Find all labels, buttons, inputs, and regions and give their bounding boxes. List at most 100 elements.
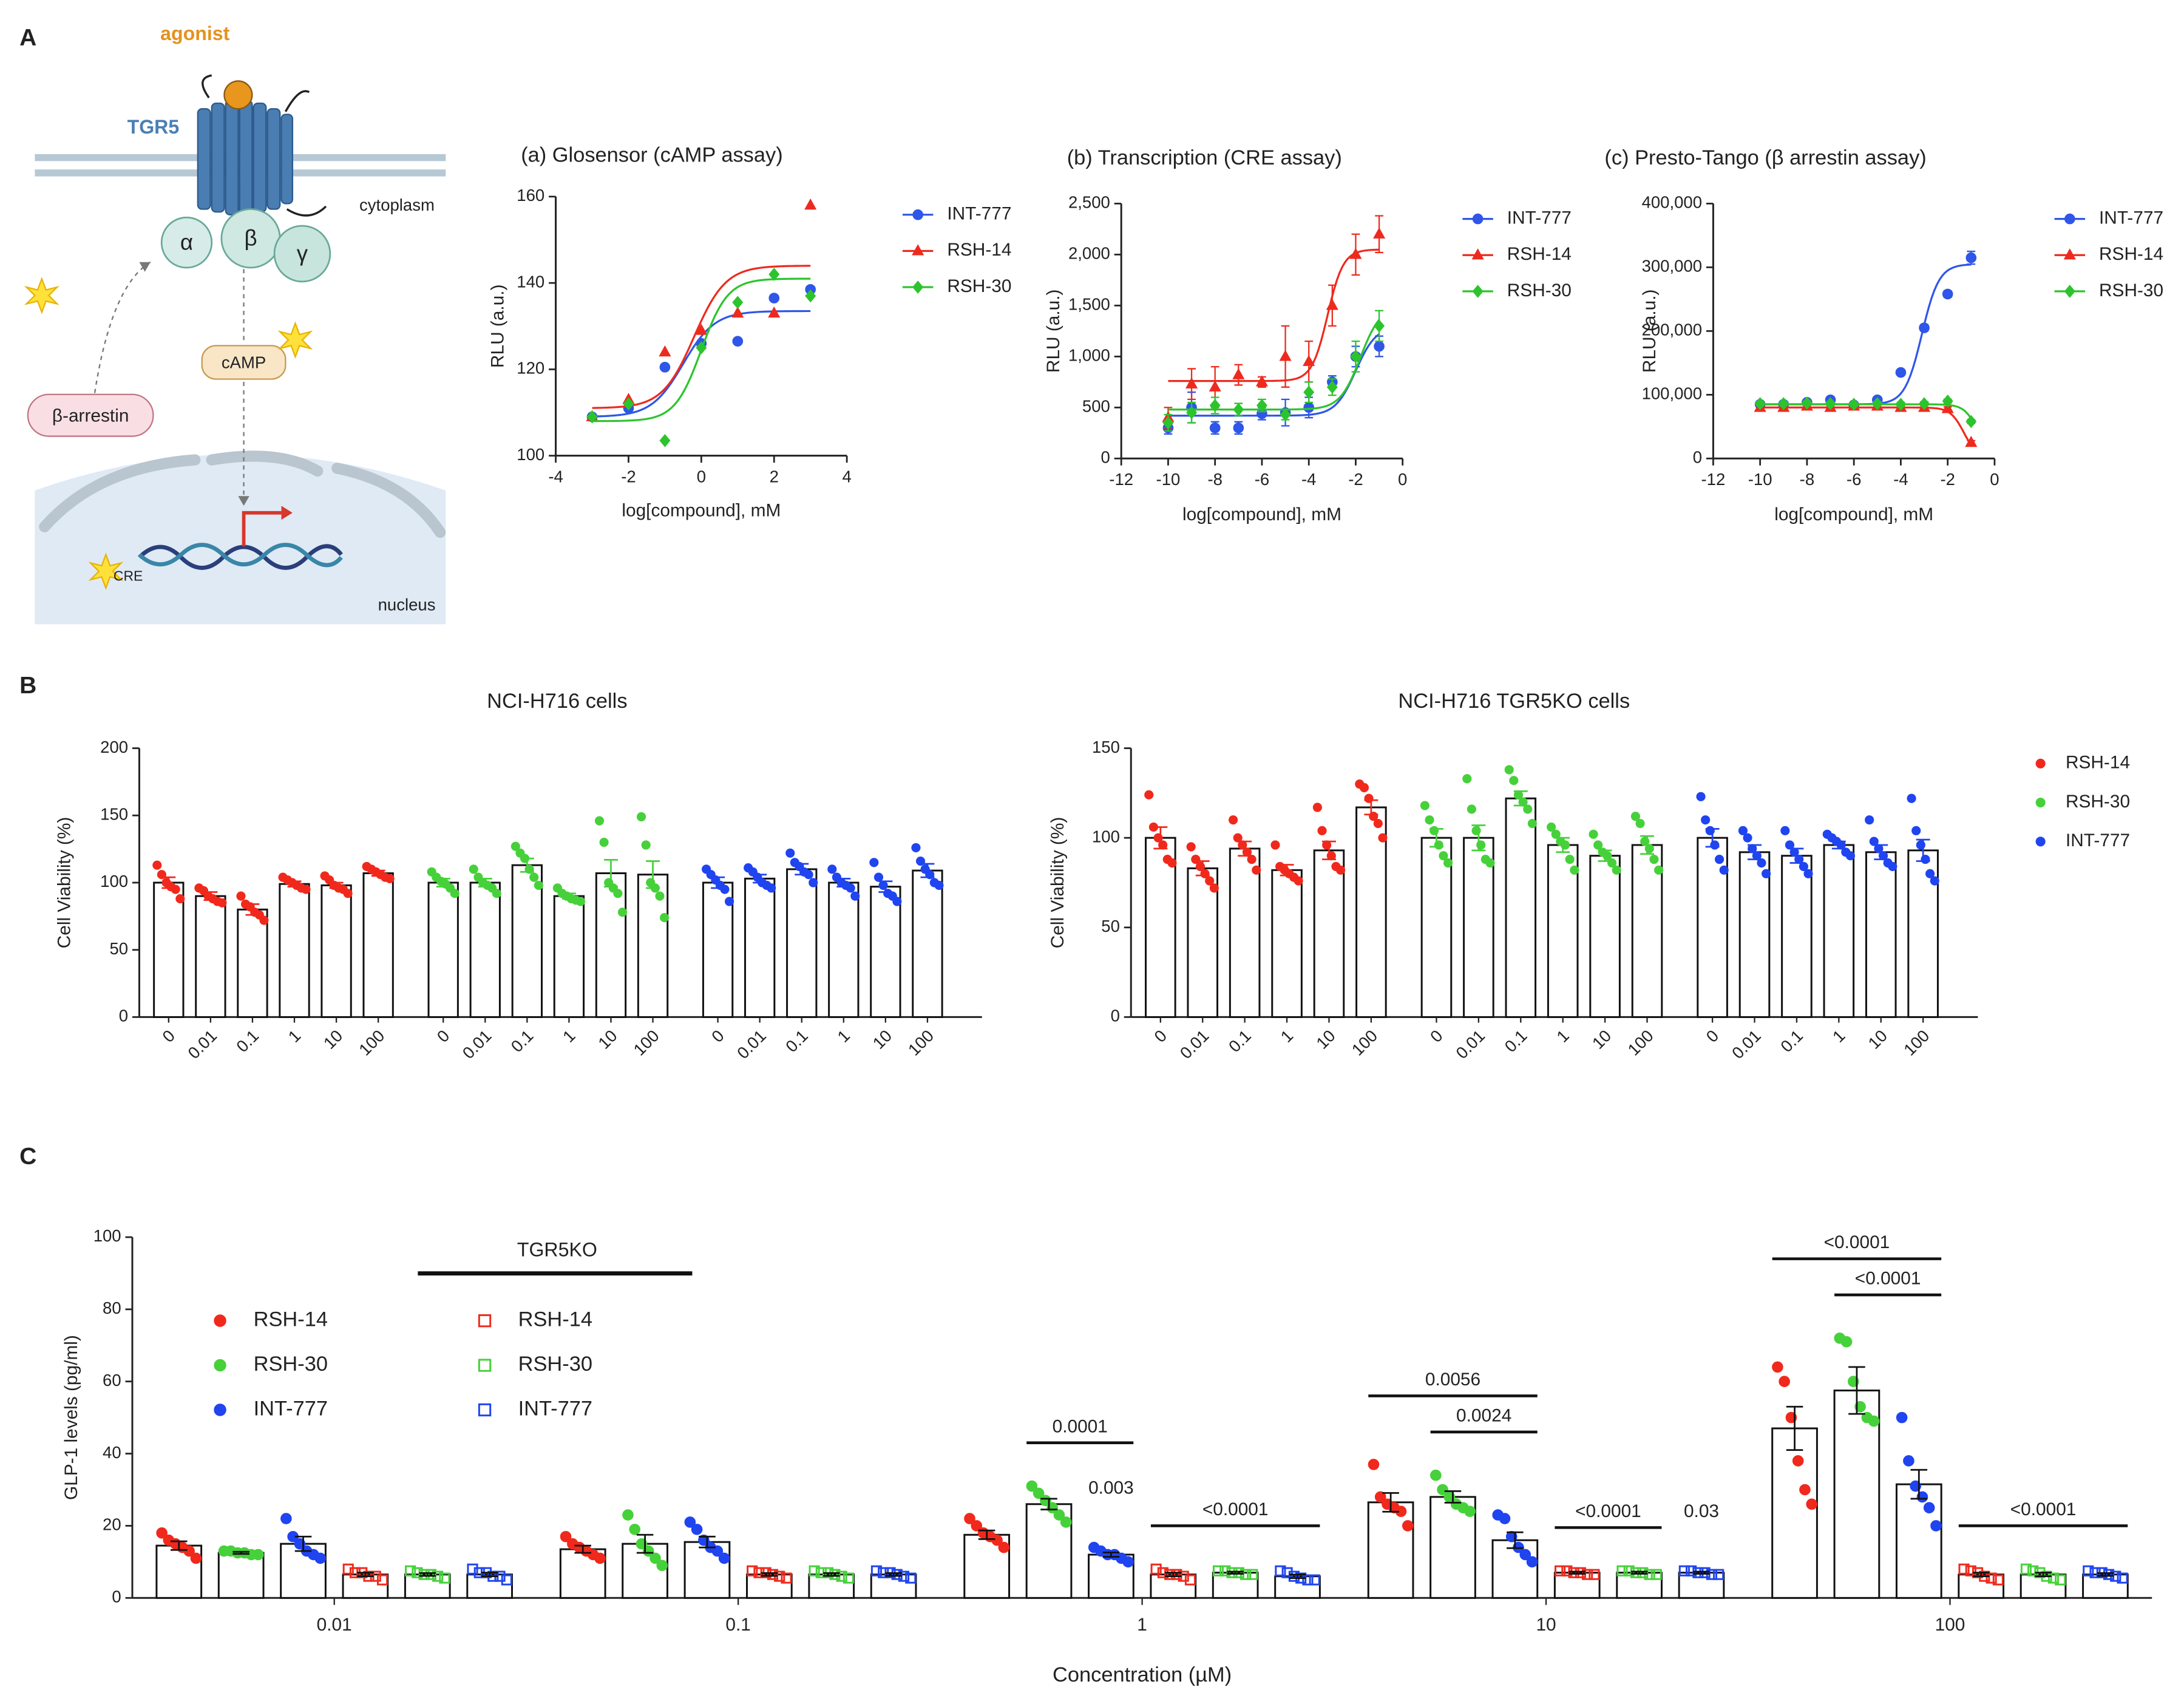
data-point (891, 1569, 903, 1580)
data-point (1471, 826, 1481, 835)
x-tick-label: 0.01 (317, 1615, 352, 1635)
legend-label: INT-777 (2099, 208, 2163, 228)
x-tick-label: 1 (833, 1026, 853, 1046)
data-point (599, 837, 609, 847)
data-point (1738, 826, 1748, 835)
data-point (873, 872, 884, 882)
data-point (259, 915, 269, 925)
bar (744, 877, 776, 1018)
data-point (781, 1572, 792, 1584)
data-point (1317, 826, 1327, 835)
legend-label: INT-777 (1507, 208, 1572, 228)
data-point (718, 1552, 730, 1564)
bar (427, 881, 459, 1018)
bar (362, 872, 394, 1018)
bar (1271, 869, 1303, 1018)
bar (195, 895, 226, 1018)
error-bar (1556, 837, 1570, 854)
legend-marker (2035, 758, 2046, 769)
error-bar (885, 1572, 902, 1577)
x-tick-label: 10 (1312, 1026, 1339, 1053)
x-tick-label: 4 (842, 467, 851, 486)
y-tick-label: 20 (103, 1515, 121, 1534)
activity-star (277, 321, 313, 359)
legend-label: RSH-14 (518, 1308, 592, 1331)
data-point (732, 336, 744, 347)
dna (138, 543, 343, 568)
y-tick-label: 400,000 (1642, 193, 1702, 212)
error-bar (878, 880, 893, 893)
data-point (829, 1569, 841, 1580)
x-tick-label: -4 (1301, 470, 1316, 489)
error-bar (478, 877, 492, 888)
data-point (1799, 861, 1808, 871)
legend-group-title: TGR5KO (517, 1238, 597, 1260)
legend-marker (478, 1403, 492, 1417)
data-point (1294, 876, 1303, 886)
receptor-loop (202, 74, 310, 112)
data-point (1122, 1556, 1134, 1568)
data-point (1233, 1567, 1244, 1578)
data-point (1326, 299, 1338, 310)
x-tick-label: 0 (433, 1026, 453, 1046)
data-point (1992, 1574, 2004, 1586)
data-point (1907, 793, 1916, 803)
data-point (809, 1565, 820, 1577)
data-point (1026, 1480, 1038, 1492)
error-bar (646, 860, 660, 889)
data-point (405, 1565, 416, 1577)
data-point (1288, 1570, 1300, 1582)
data-point (1848, 398, 1860, 411)
bar (912, 869, 943, 1018)
data-point (1701, 815, 1711, 825)
data-point (152, 860, 162, 870)
data-point (711, 1545, 724, 1557)
legend-label: RSH-30 (2099, 280, 2163, 300)
data-point (998, 1541, 1010, 1553)
data-point (1965, 252, 1977, 263)
data-point (809, 878, 818, 888)
x-tick-label: 0.1 (1225, 1026, 1255, 1056)
data-point (1896, 1411, 1908, 1424)
receptor-label: TGR5 (127, 116, 180, 138)
data-point (720, 884, 730, 894)
chart-title: NCI-H716 TGR5KO cells (1398, 690, 1630, 713)
data-point (1965, 415, 1977, 429)
data-point (1916, 840, 1925, 850)
x-tick-label: 1 (1137, 1615, 1147, 1635)
x-tick-label: 1 (1829, 1026, 1849, 1046)
error-bar (1102, 1552, 1120, 1558)
data-point (534, 880, 543, 890)
arrowhead (281, 506, 293, 520)
data-point (622, 1509, 634, 1521)
error-bar (711, 876, 725, 889)
error-bar (436, 877, 450, 888)
data-point (376, 1574, 388, 1586)
data-point (636, 812, 646, 822)
data-point (1868, 1415, 1880, 1427)
data-point (1903, 1455, 1914, 1467)
y-tick-label: 1,500 (1068, 295, 1110, 314)
data-point (1630, 1567, 1642, 1578)
y-axis-label: RLU (a.u.) (1640, 290, 1660, 373)
x-tick-label: 0.1 (1777, 1026, 1806, 1056)
data-point (385, 874, 395, 883)
data-point (1803, 869, 1813, 878)
error-bar (920, 863, 935, 878)
chart-title: (b) Transcription (CRE assay) (1067, 146, 1342, 169)
error-bar (1382, 1492, 1399, 1513)
error-bar (1471, 824, 1486, 852)
data-point (1167, 858, 1177, 868)
x-tick-label: -6 (1255, 470, 1269, 489)
y-tick-label: 0 (119, 1006, 128, 1025)
data-point (732, 296, 744, 309)
data-point (1233, 833, 1243, 843)
error-bar (822, 1572, 840, 1577)
data-point (2027, 1565, 2039, 1577)
data-point (934, 880, 944, 890)
data-point (991, 1534, 1003, 1546)
data-point (1714, 855, 1724, 864)
data-point (1654, 865, 1664, 875)
data-point (439, 1572, 450, 1584)
data-point (869, 858, 879, 867)
